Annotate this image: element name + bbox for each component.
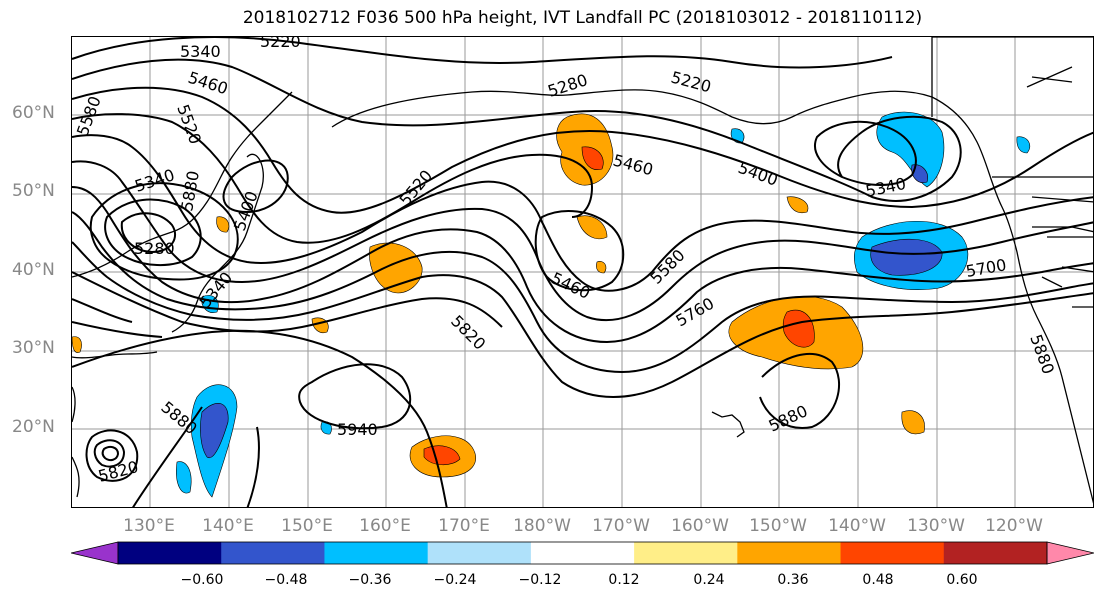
contour-label: 5880 [766, 401, 811, 435]
colorbar-extension-low [71, 541, 119, 565]
colorbar-bin [221, 542, 325, 564]
colorbar-outline [117, 541, 1048, 565]
colorbar-bin [530, 542, 635, 564]
lat-label-20n: 20°N [12, 417, 55, 437]
lon-label-150w: 150°W [749, 516, 807, 536]
lon-label-130w: 130°W [907, 516, 965, 536]
contour-label: 5460 [548, 268, 593, 302]
colorbar-tick: −0.60 [180, 572, 224, 588]
colorbar-tick: −0.24 [433, 572, 477, 588]
colorbar-bin [943, 542, 1048, 564]
colorbar-tick: 0.48 [862, 572, 894, 588]
contour-label: 5460 [611, 151, 655, 180]
colorbar-tick: −0.36 [348, 572, 392, 588]
lat-label-60n: 60°N [12, 103, 55, 123]
colorbar-bin [737, 542, 842, 564]
map-canvas: 5340 5220 5460 5520 5580 5280 5220 5340 … [72, 37, 1093, 507]
colorbar-bin [324, 542, 429, 564]
map-panel: 5340 5220 5460 5520 5580 5280 5220 5340 … [71, 36, 1094, 508]
colorbar-tick: 0.60 [946, 572, 978, 588]
lon-label-130e: 130°E [123, 516, 175, 536]
contour-label: 5580 [73, 94, 105, 139]
colorbar-bin [427, 542, 532, 564]
lon-label-140e: 140°E [202, 516, 254, 536]
contour-label: 5580 [646, 246, 688, 288]
contour-label: 5400 [736, 158, 781, 190]
colorbar-tick: 0.12 [608, 572, 640, 588]
lon-label-160w: 160°W [671, 516, 729, 536]
contour-label: 5340 [180, 42, 221, 61]
lon-label-120w: 120°W [985, 516, 1043, 536]
colorbar-bin [840, 542, 945, 564]
lon-label-170w: 170°W [592, 516, 650, 536]
colorbar-tick: 0.36 [777, 572, 809, 588]
colorbar-cells [71, 541, 1094, 565]
contour-label: 5820 [96, 457, 140, 486]
lon-label-180w: 180°W [513, 516, 571, 536]
contour-label: 5880 [177, 169, 203, 212]
contour-label: 5280 [134, 239, 175, 258]
contour-label: 5220 [260, 37, 301, 51]
contour-label: 5880 [1026, 332, 1058, 377]
height-contours [72, 37, 1093, 507]
lon-label-140w: 140°W [828, 516, 886, 536]
contour-label: 5280 [545, 70, 590, 101]
colorbar-bin [634, 542, 738, 564]
coastlines [72, 37, 1093, 504]
lon-label-150e: 150°E [281, 516, 333, 536]
contour-label: 5340 [864, 174, 908, 201]
lon-label-170e: 170°E [438, 516, 490, 536]
lat-label-30n: 30°N [12, 338, 55, 358]
colorbar-bin [118, 542, 222, 564]
colorbar-tick: 0.24 [693, 572, 725, 588]
colorbar-tick: −0.48 [264, 572, 308, 588]
contour-label: 5940 [337, 420, 378, 439]
colorbar [71, 541, 1094, 565]
lat-label-50n: 50°N [12, 181, 55, 201]
contour-label: 5820 [447, 311, 489, 353]
contour-label: 5220 [669, 68, 713, 97]
lon-label-160e: 160°E [359, 516, 411, 536]
contour-label: 5760 [673, 294, 718, 331]
colorbar-tick: −0.12 [518, 572, 562, 588]
colorbar-extension-high [1046, 541, 1094, 565]
map-title: 2018102712 F036 500 hPa height, IVT Land… [242, 8, 923, 28]
lat-label-40n: 40°N [12, 260, 55, 280]
